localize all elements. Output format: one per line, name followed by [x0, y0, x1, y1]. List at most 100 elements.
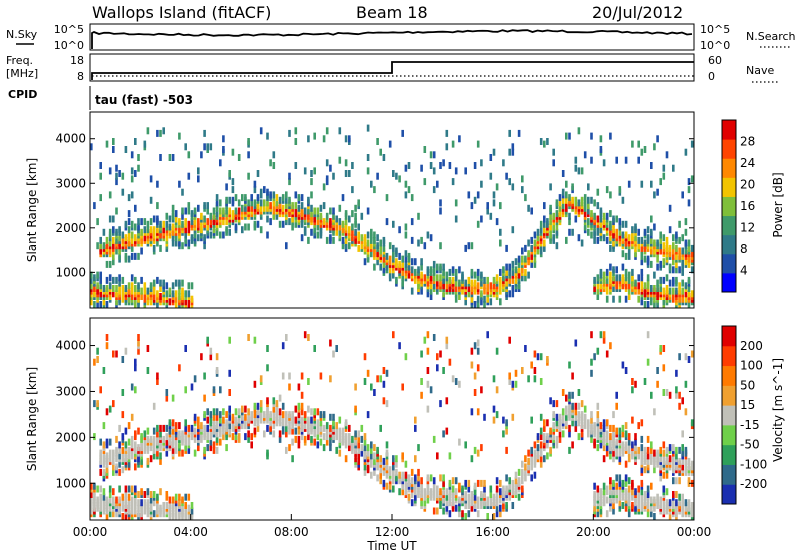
- echo-cell: [360, 444, 364, 452]
- echo-cell: [325, 422, 329, 430]
- echo-cell: [640, 419, 644, 427]
- echo-cell: [354, 212, 357, 220]
- echo-cell: [335, 427, 338, 435]
- echo-cell: [130, 485, 134, 493]
- echo-cell: [209, 353, 213, 361]
- echo-cell: [297, 441, 301, 449]
- echo-cell: [137, 510, 140, 518]
- echo-cell: [190, 282, 194, 290]
- echo-cell: [637, 491, 640, 498]
- echo-cell: [514, 266, 518, 274]
- echo-cell: [602, 482, 606, 490]
- echo-cell: [206, 207, 209, 215]
- echo-cell: [687, 457, 691, 465]
- echo-cell: [294, 138, 298, 145]
- echo-cell: [464, 441, 467, 449]
- echo-cell: [360, 435, 364, 443]
- echo-cell: [524, 474, 527, 482]
- echo-cell: [253, 180, 257, 188]
- echo-cell: [549, 204, 552, 212]
- echo-cell: [681, 499, 684, 507]
- echo-cell: [93, 433, 96, 441]
- echo-cell: [653, 223, 656, 231]
- echo-cell: [231, 178, 235, 186]
- echo-cell: [121, 411, 125, 419]
- echo-cell: [495, 411, 499, 419]
- echo-cell: [197, 218, 200, 226]
- echo-cell: [357, 244, 360, 252]
- echo-cell: [159, 244, 162, 252]
- echo-cell: [618, 228, 622, 236]
- echo-cell: [489, 485, 493, 493]
- echo-cell: [244, 422, 247, 430]
- echo-cell: [521, 186, 524, 194]
- echo-cell: [266, 188, 269, 196]
- echo-cell: [250, 411, 253, 419]
- echo-cell: [631, 449, 634, 457]
- echo-cell: [187, 493, 191, 501]
- echo-cell: [118, 485, 121, 493]
- echo-cell: [470, 347, 474, 355]
- echo-cell: [429, 266, 433, 274]
- echo-cell: [288, 444, 291, 452]
- echo-cell: [432, 435, 436, 443]
- echo-cell: [672, 276, 675, 284]
- echo-cell: [168, 496, 172, 504]
- echo-cell: [480, 279, 483, 287]
- echo-cell: [442, 159, 445, 167]
- colorbar-tick-label: -200: [740, 477, 767, 491]
- echo-cell: [492, 276, 496, 284]
- echo-cell: [659, 474, 662, 482]
- echo-cell: [410, 468, 414, 476]
- echo-cell: [165, 220, 169, 228]
- echo-cell: [152, 491, 156, 498]
- echo-cell: [618, 499, 622, 507]
- echo-cell: [665, 488, 669, 496]
- echo-cell: [149, 175, 153, 183]
- echo-cell: [250, 433, 253, 441]
- echo-cell: [577, 402, 581, 410]
- echo-cell: [590, 132, 593, 140]
- echo-cell: [678, 457, 681, 465]
- echo-cell: [127, 255, 131, 263]
- echo-cell: [203, 430, 206, 438]
- echo-cell: [278, 413, 282, 421]
- echo-cell: [184, 290, 187, 298]
- echo-cell: [190, 234, 194, 242]
- echo-cell: [285, 191, 288, 199]
- echo-cell: [127, 282, 131, 290]
- echo-cell: [650, 236, 653, 244]
- echo-cell: [124, 252, 128, 260]
- echo-cell: [152, 510, 156, 518]
- echo-cell: [187, 220, 191, 228]
- echo-cell: [366, 411, 370, 419]
- echo-cell: [624, 441, 628, 449]
- echo-cell: [656, 279, 659, 287]
- echo-cell: [90, 271, 93, 279]
- echo-cell: [448, 276, 452, 284]
- echo-cell: [319, 438, 323, 446]
- echo-cell: [492, 148, 496, 156]
- echo-cell: [499, 239, 502, 247]
- echo-cell: [524, 194, 527, 202]
- echo-cell: [156, 290, 159, 298]
- echo-cell: [495, 477, 499, 485]
- echo-cell: [653, 239, 656, 247]
- echo-cell: [178, 287, 181, 295]
- echo-cell: [174, 446, 178, 454]
- echo-cell: [99, 271, 102, 279]
- echo-cell: [432, 266, 436, 274]
- echo-cell: [609, 191, 612, 199]
- echo-cell: [127, 295, 131, 303]
- echo-cell: [637, 156, 640, 164]
- noise-panel: N.Sky 10^5 10^0 10^5 10^0 N.Search: [6, 23, 796, 52]
- echo-cell: [115, 435, 118, 443]
- echo-cell: [149, 226, 153, 234]
- echo-cell: [558, 435, 562, 443]
- echo-cell: [420, 499, 423, 507]
- echo-cell: [473, 196, 477, 204]
- echo-cell: [672, 247, 675, 255]
- echo-cell: [137, 282, 140, 290]
- echo-cell: [439, 400, 442, 408]
- echo-cell: [363, 433, 367, 441]
